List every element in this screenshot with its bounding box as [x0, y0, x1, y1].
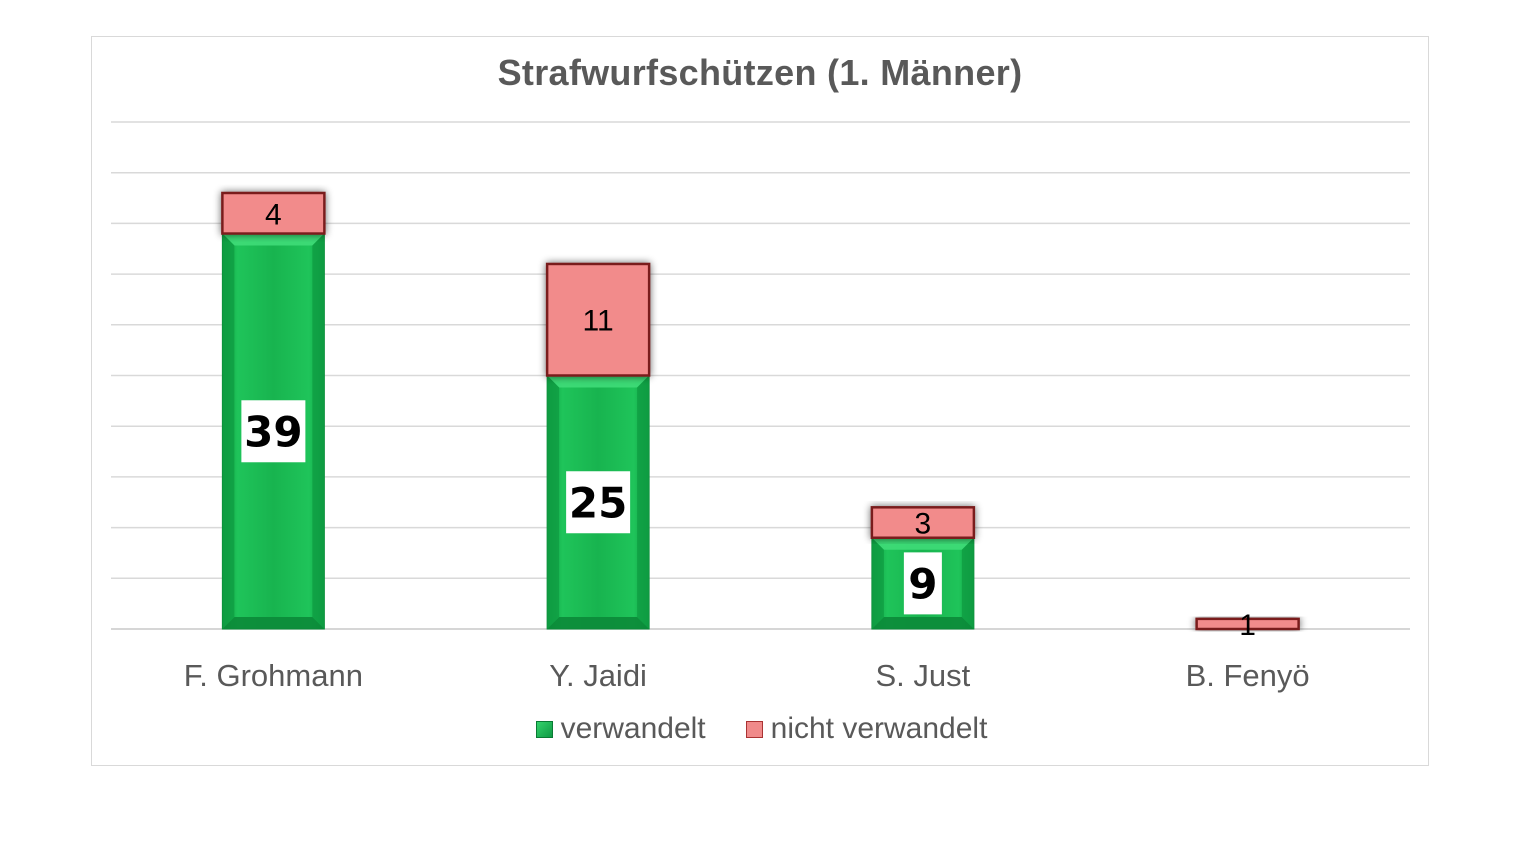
label-verwandelt-f-grohmann: 39	[241, 400, 306, 463]
bar-nicht-verwandelt-s-just[interactable]	[870, 506, 976, 539]
gridlines	[111, 121, 1410, 630]
value-verwandelt-y-jaidi: 25	[569, 478, 627, 527]
bars	[221, 191, 1300, 631]
bar-nicht-verwandelt-y-jaidi[interactable]	[545, 262, 651, 377]
value-nicht-verwandelt-s-just: 3	[915, 508, 932, 541]
legend-swatch-verwandelt	[535, 720, 553, 738]
label-verwandelt-y-jaidi: 25	[566, 471, 631, 534]
category-label-s-just: S. Just	[875, 658, 970, 693]
bar-nicht-verwandelt-b-feny-[interactable]	[1195, 617, 1300, 631]
bar-verwandelt-y-jaidi[interactable]	[546, 375, 650, 630]
legend-label-nicht-verwandelt: nicht verwandelt	[770, 712, 988, 745]
value-nicht-verwandelt-b-feny-: 1	[1239, 609, 1256, 642]
category-labels: F. Grohmann Y. Jaidi S. Just B. Fenyö	[184, 658, 1310, 693]
legend-label-verwandelt: verwandelt	[560, 712, 706, 745]
value-verwandelt-f-grohmann: 39	[244, 407, 302, 456]
chart-title: Strafwurfschützen (1. Männer)	[497, 52, 1023, 93]
category-label-y-jaidi: Y. Jaidi	[549, 658, 647, 693]
bar-nicht-verwandelt-f-grohmann[interactable]	[221, 191, 326, 235]
category-label-b-feny-: B. Fenyö	[1186, 658, 1310, 693]
bar-verwandelt-f-grohmann[interactable]	[221, 233, 325, 630]
legend-item-nicht-verwandelt[interactable]: nicht verwandelt	[745, 712, 988, 746]
data-labels: 39 4 25 11 9 3 1	[241, 198, 1256, 642]
value-nicht-verwandelt-f-grohmann: 4	[265, 198, 282, 231]
value-verwandelt-s-just: 9	[908, 559, 937, 608]
category-label-f-grohmann: F. Grohmann	[184, 658, 363, 693]
legend-swatch-nicht-verwandelt	[745, 720, 763, 738]
value-nicht-verwandelt-y-jaidi: 11	[583, 305, 614, 338]
legend-item-verwandelt[interactable]: verwandelt	[535, 712, 706, 746]
label-verwandelt-s-just: 9	[903, 552, 942, 615]
legend: verwandelt nicht verwandelt	[0, 712, 1523, 746]
